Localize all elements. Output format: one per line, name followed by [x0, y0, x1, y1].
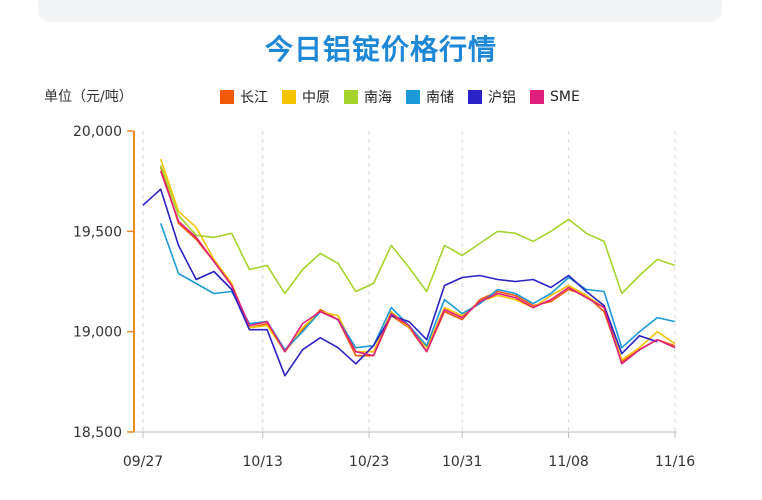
- legend-swatch: [530, 90, 544, 104]
- legend-label: SME: [550, 89, 580, 105]
- legend-swatch: [468, 90, 482, 104]
- legend-swatch: [344, 90, 358, 104]
- y-axis-unit-label: 单位（元/吨）: [44, 89, 133, 105]
- y-tick-label: 18,500: [73, 425, 122, 441]
- top-card: [38, 0, 722, 22]
- legend-label: 南海: [364, 90, 392, 106]
- x-tick-label: 10/23: [349, 454, 389, 470]
- series-line: [159, 164, 676, 295]
- legend-swatch: [282, 90, 296, 104]
- y-tick-label: 19,500: [73, 224, 122, 240]
- x-tick-label: 11/16: [655, 454, 695, 470]
- legend-item[interactable]: 沪铝: [468, 87, 516, 107]
- series-line: [142, 188, 658, 377]
- y-tick-label: 19,000: [73, 325, 122, 341]
- x-tick-label: 10/31: [442, 454, 482, 470]
- legend-item[interactable]: 南海: [344, 87, 392, 107]
- legend-item[interactable]: SME: [530, 89, 580, 105]
- legend-swatch: [406, 90, 420, 104]
- x-tick-label: 11/08: [548, 454, 588, 470]
- legend-label: 沪铝: [488, 90, 516, 106]
- legend-item[interactable]: 长江: [220, 87, 268, 107]
- legend-label: 南储: [426, 90, 454, 106]
- legend-item[interactable]: 南储: [406, 87, 454, 107]
- x-tick-label: 10/13: [243, 454, 283, 470]
- legend-label: 中原: [302, 90, 330, 106]
- y-tick-label: 20,000: [73, 124, 122, 140]
- legend-label: 长江: [240, 90, 268, 106]
- x-tick-label: 09/27: [123, 454, 163, 470]
- legend-swatch: [220, 90, 234, 104]
- legend: 长江 中原 南海 南储 沪铝 SME: [220, 87, 594, 107]
- series-line: [159, 170, 676, 365]
- series-line: [159, 166, 676, 363]
- legend-item[interactable]: 中原: [282, 87, 330, 107]
- chart-title: 今日铝锭价格行情: [264, 33, 497, 66]
